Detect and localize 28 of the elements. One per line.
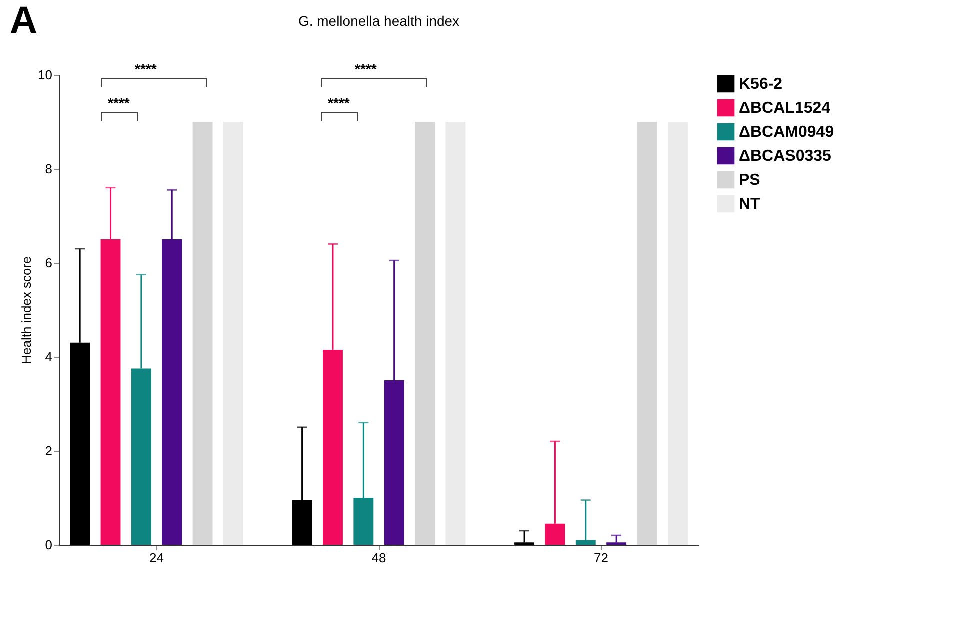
annotation: **** [108, 95, 130, 111]
bar [668, 122, 688, 545]
x-tick-label: 48 [372, 550, 386, 566]
bar [446, 122, 466, 545]
bar [224, 122, 244, 545]
legend-label: ΔBCAM0949 [739, 124, 834, 141]
legend-label: ΔBCAL1524 [739, 100, 831, 117]
bar [415, 122, 435, 545]
y-tick-label: 8 [45, 162, 52, 176]
annotation: **** [135, 61, 157, 77]
legend-label: PS [739, 172, 761, 189]
y-axis-title: Health index score [19, 256, 34, 364]
legend-label: K56-2 [739, 76, 783, 93]
y-tick-label: 6 [45, 256, 52, 270]
y-tick-label: 0 [45, 538, 52, 552]
y-tick-label: 4 [45, 350, 52, 364]
x-tick-label: 24 [150, 550, 164, 566]
text: A [10, 0, 38, 43]
bar [637, 122, 658, 545]
chart-title: G. mellonella health index [298, 13, 460, 29]
y-tick-label: 10 [38, 68, 52, 82]
annotation: **** [328, 95, 350, 111]
legend-label: NT [739, 196, 761, 213]
x-tick-label: 72 [594, 550, 608, 566]
y-tick-label: 2 [45, 444, 52, 458]
legend-label: ΔBCAS0335 [739, 148, 832, 165]
bar [192, 122, 213, 545]
annotation: **** [355, 61, 377, 77]
